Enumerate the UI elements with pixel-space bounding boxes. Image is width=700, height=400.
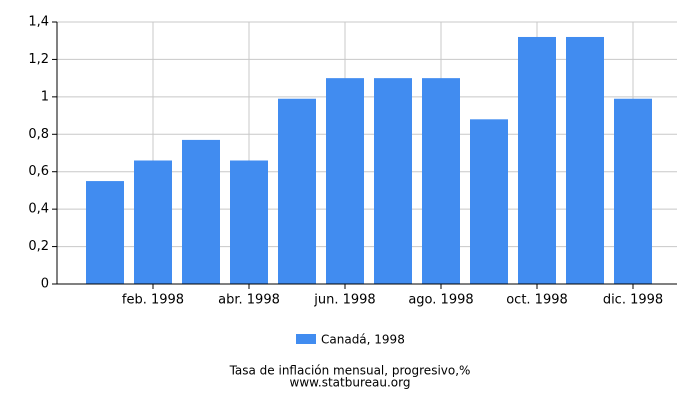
y-tick-label: 0,8 [28, 127, 49, 142]
y-tick-label: 0,2 [28, 239, 49, 254]
bar [566, 36, 604, 284]
bar [134, 160, 172, 284]
x-tick-label: abr. 1998 [218, 293, 280, 308]
y-tick-label: 0 [41, 277, 49, 292]
chart-caption: Tasa de inflación mensual, progresivo,% [229, 364, 471, 378]
y-tick-label: 0,6 [28, 164, 49, 179]
y-tick-label: 0,4 [28, 202, 49, 217]
x-tick-label: dic. 1998 [603, 293, 663, 308]
x-tick-label: oct. 1998 [506, 293, 568, 308]
x-tick-label: ago. 1998 [408, 293, 473, 308]
legend-swatch [296, 334, 316, 344]
bar [86, 181, 124, 284]
bar [470, 119, 508, 284]
chart-source: www.statbureau.org [290, 376, 411, 390]
y-tick-label: 1 [41, 89, 49, 104]
bar [278, 98, 316, 284]
legend-label: Canadá, 1998 [321, 333, 405, 347]
x-tick-label: jun. 1998 [313, 293, 375, 308]
bar [326, 78, 364, 285]
x-tick-label: feb. 1998 [122, 293, 184, 308]
bar [182, 139, 220, 284]
bar [518, 36, 556, 284]
bar [374, 78, 412, 285]
bar [422, 78, 460, 285]
y-tick-label: 1,4 [28, 15, 49, 30]
bar [230, 160, 268, 284]
y-tick-label: 1,2 [28, 52, 49, 67]
bar [614, 98, 652, 284]
